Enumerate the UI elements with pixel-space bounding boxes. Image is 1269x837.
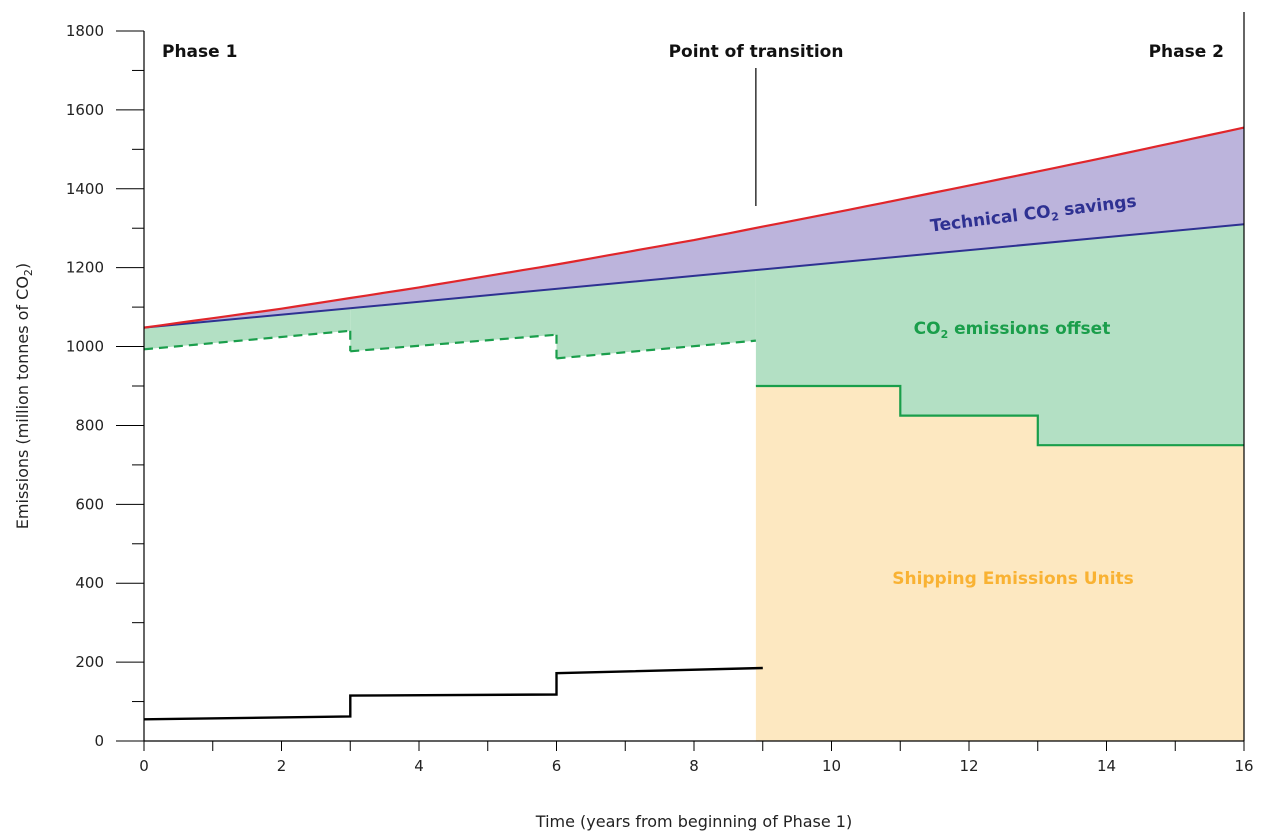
x-tick-label-0: 0 (139, 757, 149, 775)
y-axis-label-suffix: ) (13, 263, 32, 269)
y-tick-label-0: 0 (94, 732, 104, 750)
y-axis-label-sub: 2 (22, 269, 35, 276)
shipping-units-label: Shipping Emissions Units (892, 569, 1134, 589)
offset-phase1-segment-3 (556, 339, 756, 360)
x-tick-label-2: 2 (277, 757, 287, 775)
y-tick-label-1600: 1600 (66, 101, 104, 119)
y-tick-label-600: 600 (75, 495, 104, 513)
y-tick-label-1200: 1200 (66, 259, 104, 277)
offset-phase1-segment-1 (143, 329, 351, 351)
y-tick-label-1400: 1400 (66, 180, 104, 198)
emissions-offset-area-phase1-3 (556, 270, 756, 359)
phase-2-label: Phase 2 (1149, 42, 1224, 62)
x-tick-label-10: 10 (822, 757, 841, 775)
technical-savings-label-sub: 2 (1051, 210, 1060, 224)
x-tick-label-12: 12 (959, 757, 978, 775)
emissions-offset-label-prefix: CO (914, 319, 941, 339)
y-axis-label: Emissions (million tonnes of CO2) (13, 263, 35, 529)
y-tick-label-400: 400 (75, 574, 104, 592)
transition-label: Point of transition (669, 42, 844, 62)
phase-1-label: Phase 1 (162, 42, 237, 62)
emissions-offset-label-suffix: emissions offset (948, 319, 1110, 339)
offset-phase1-segment-2 (350, 333, 557, 353)
y-tick-label-1000: 1000 (66, 338, 104, 356)
area-fills (144, 127, 1244, 741)
x-tick-label-4: 4 (414, 757, 424, 775)
x-tick-label-14: 14 (1097, 757, 1116, 775)
emissions-offset-area-phase1-2 (350, 288, 557, 352)
emissions-offset-label: CO2 emissions offset (914, 319, 1111, 341)
y-tick-label-200: 200 (75, 653, 104, 671)
emissions-offset-label-sub: 2 (941, 328, 949, 341)
y-tick-label-800: 800 (75, 416, 104, 434)
phase1-black-line (143, 666, 763, 721)
y-axis-label-prefix: Emissions (million tonnes of CO (13, 276, 32, 529)
y-tick-label-1800: 1800 (66, 22, 104, 40)
technical-savings-area (144, 127, 1244, 328)
x-tick-label-6: 6 (552, 757, 562, 775)
axes: 0 2 4 6 8 10 12 14 16 0 200 400 600 800 1000 1200 1400 16… (66, 12, 1254, 775)
bau-emissions-line (143, 126, 1245, 329)
emissions-offset-area-phase1-1 (144, 308, 351, 350)
emissions-offset-area-phase2 (755, 224, 1244, 446)
offset-phase2-line (755, 384, 1244, 447)
series-lines (143, 68, 1245, 721)
x-axis-label: Time (years from beginning of Phase 1) (535, 812, 852, 831)
technical-line (143, 223, 1245, 329)
x-tick-label-16: 16 (1234, 757, 1253, 775)
shipping-units-area (755, 386, 1244, 741)
x-tick-label-8: 8 (689, 757, 699, 775)
